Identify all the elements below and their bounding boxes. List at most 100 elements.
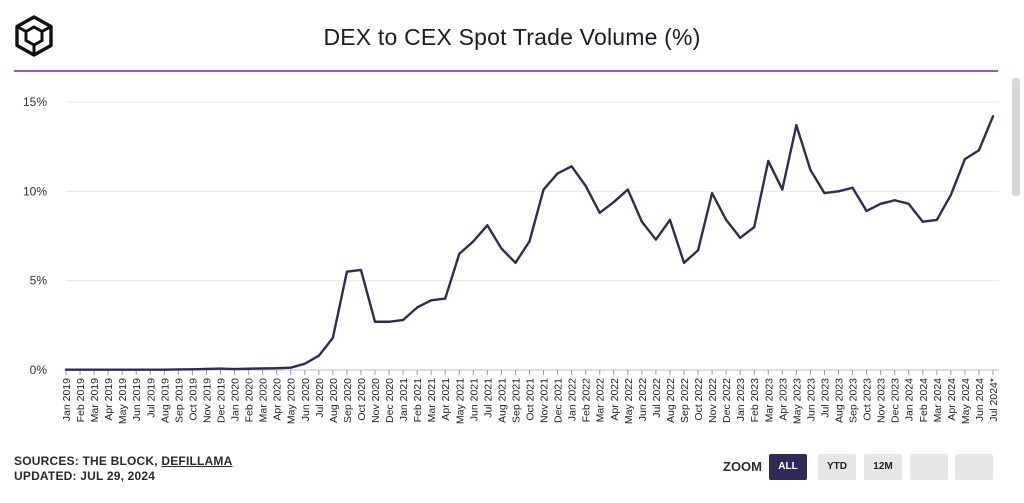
x-tick-label: Aug 2022 [665, 378, 677, 423]
x-tick-label: Dec 2023 [890, 378, 902, 423]
data-point [767, 159, 770, 163]
the-block-logo-icon [15, 15, 53, 57]
data-point [739, 236, 742, 239]
x-tick-label: Oct 2021 [525, 378, 537, 421]
x-tick-label: Sep 2023 [848, 378, 860, 423]
sources-note: SOURCES: THE BLOCK, DEFILLAMA UPDATED: J… [14, 454, 232, 484]
data-point [486, 224, 489, 227]
data-point [247, 367, 250, 370]
data-point [107, 368, 110, 371]
x-tick-label: Jul 2020 [314, 378, 326, 418]
x-tick-label: Nov 2019 [201, 378, 213, 423]
data-point [289, 366, 292, 369]
x-tick-label: Sep 2021 [510, 378, 522, 423]
x-tick-label: Feb 2021 [412, 378, 424, 423]
x-tick-label: Jul 2023 [819, 378, 831, 418]
data-point [373, 320, 377, 323]
series-line-group [64, 115, 995, 371]
x-tick-label: Jan 2021 [398, 378, 410, 421]
data-point [935, 218, 938, 222]
x-tick-label: Jul 2021 [482, 378, 494, 418]
x-tick-label: Jun 2020 [300, 378, 312, 421]
x-tick-label: Oct 2022 [693, 378, 705, 421]
title-divider [14, 70, 998, 72]
zoom-label: ZOOM [723, 459, 762, 474]
data-point [753, 225, 756, 229]
data-point [682, 261, 686, 264]
data-point [121, 368, 124, 371]
chart-title: DEX to CEX Spot Trade Volume (%) [323, 24, 701, 50]
x-tick-label: Jan 2020 [230, 378, 242, 421]
data-point [261, 367, 264, 370]
zoom-all-button[interactable]: ALL [769, 454, 807, 480]
x-tick-label: Jan 2023 [735, 378, 747, 421]
x-tick-label: Dec 2022 [721, 378, 733, 423]
x-tick-label: Jun 2024 [974, 378, 986, 421]
data-point [612, 200, 615, 204]
zoom-blank-button-2[interactable] [955, 454, 993, 480]
zoom-ytd-button[interactable]: YTD [818, 454, 856, 480]
y-tick-label: 0% [30, 363, 48, 377]
data-point [345, 270, 349, 273]
data-point [893, 199, 896, 202]
x-tick-label: Feb 2019 [75, 378, 87, 423]
data-point [696, 249, 700, 252]
data-point [219, 367, 222, 370]
data-point [191, 368, 194, 371]
x-tick-label: Aug 2019 [159, 378, 171, 423]
zoom-blank-button-1[interactable] [910, 454, 948, 480]
x-tick-label: Apr 2020 [272, 378, 284, 421]
x-tick-label: Jun 2023 [805, 378, 817, 421]
x-tick-label: Jul 2019 [145, 378, 157, 418]
data-point [514, 261, 517, 264]
x-tick-label: May 2023 [791, 378, 803, 424]
x-tick-label: Dec 2020 [384, 378, 396, 423]
zoom-12m-button[interactable]: 12M [864, 454, 902, 480]
y-tick-label: 5% [30, 274, 48, 288]
x-tick-label: Mar 2020 [258, 378, 270, 423]
x-tick-label: Nov 2020 [370, 378, 382, 423]
data-point [542, 188, 545, 191]
data-point [865, 209, 868, 213]
x-tick-label: Aug 2023 [834, 378, 846, 423]
data-point [78, 368, 82, 371]
data-point [795, 124, 798, 127]
data-point [275, 367, 278, 370]
x-tick-label: Apr 2019 [103, 378, 115, 421]
x-tick-label: Jul 2022 [651, 378, 663, 418]
x-tick-label: May 2019 [117, 378, 129, 424]
data-point [823, 192, 826, 195]
x-tick-label: Aug 2020 [328, 378, 340, 423]
x-tick-label: Jan 2024 [904, 378, 916, 421]
y-tick-label: 15% [23, 95, 47, 109]
y-axis-ticks: 0% 5% 10% 15% [23, 95, 47, 377]
x-tick-label: Jun 2019 [131, 378, 143, 421]
data-point [907, 202, 910, 205]
line-chart: 0%5%10%15% Jan 2019 Feb 2019 Mar 2019 Apr 2… [23, 95, 1000, 424]
data-point [528, 240, 531, 243]
data-point [303, 362, 306, 365]
scrollbar[interactable] [1012, 78, 1020, 196]
data-point [584, 184, 587, 188]
x-tick-label: Dec 2021 [553, 378, 565, 423]
data-point [430, 299, 433, 302]
defillama-link[interactable]: DEFILLAMA [161, 454, 233, 468]
data-point [598, 211, 601, 214]
data-point [991, 115, 995, 118]
x-tick-label: Apr 2024 [946, 378, 958, 421]
x-tick-label: Mar 2023 [763, 378, 775, 423]
x-tick-label: Mar 2024 [932, 378, 944, 423]
x-tick-label: Aug 2021 [496, 378, 508, 423]
data-point [879, 202, 882, 205]
x-tick-label: Apr 2022 [609, 378, 621, 421]
data-point [654, 238, 658, 241]
x-tick-label: Jan 2022 [567, 378, 579, 421]
x-tick-label: Jun 2022 [637, 378, 649, 421]
sources-label: SOURCES: THE BLOCK, [14, 454, 162, 468]
x-tick-label: Nov 2022 [707, 378, 719, 423]
data-point [205, 367, 208, 371]
x-tick-label: Apr 2023 [777, 378, 789, 421]
data-point [725, 218, 728, 222]
data-point [331, 336, 334, 339]
x-tick-label: Feb 2024 [918, 378, 930, 423]
